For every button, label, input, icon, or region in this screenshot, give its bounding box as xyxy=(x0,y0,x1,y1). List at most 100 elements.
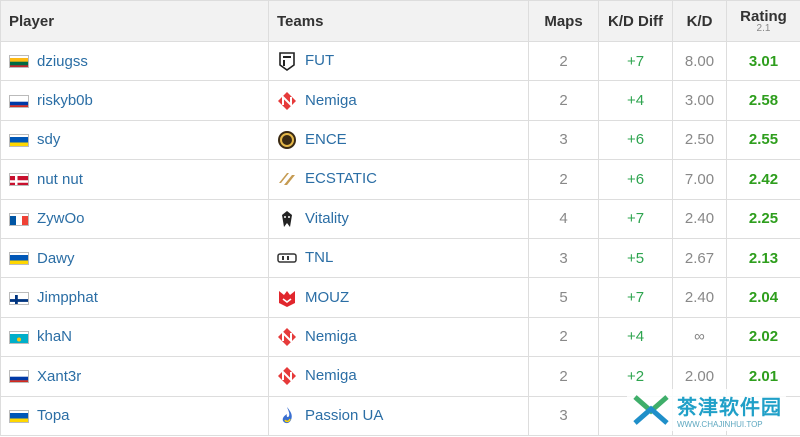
player-cell: Jimpphat xyxy=(0,277,269,318)
team-link[interactable]: Nemiga xyxy=(305,91,357,109)
table-row: riskyb0b Nemiga 2 +4 3.00 2.58 xyxy=(0,80,800,121)
kd-diff-cell: +6 xyxy=(598,159,673,200)
kd-cell: 7.00 xyxy=(672,159,727,200)
team-cell: MOUZ xyxy=(268,277,529,318)
kd-diff-cell: +7 xyxy=(598,40,673,82)
player-column-header[interactable]: Player xyxy=(0,0,269,42)
kazakhstan-flag-icon xyxy=(9,330,29,344)
table-row: sdy ENCE 3 +6 2.50 2.55 xyxy=(0,119,800,161)
table-row: khaN Nemiga 2 +4 ∞ 2.02 xyxy=(0,316,800,358)
player-link[interactable]: Dawy xyxy=(37,249,75,267)
team-link[interactable]: Passion UA xyxy=(305,406,384,424)
nemiga-logo-icon xyxy=(277,327,297,347)
kd-diff-cell: +4 xyxy=(598,80,673,121)
passion-ua-logo-icon xyxy=(277,406,297,426)
player-cell: Xant3r xyxy=(0,356,269,397)
maps-cell: 3 xyxy=(528,237,599,279)
team-link[interactable]: Vitality xyxy=(305,209,349,227)
player-link[interactable]: dziugss xyxy=(37,52,88,70)
finland-flag-icon xyxy=(9,291,29,305)
maps-cell: 3 xyxy=(528,119,599,161)
vitality-logo-icon xyxy=(277,209,297,229)
kd-cell: 2.40 xyxy=(672,198,727,239)
team-cell: TNL xyxy=(268,237,529,279)
tnl-logo-icon xyxy=(277,248,297,268)
maps-cell: 2 xyxy=(528,356,599,397)
maps-column-header[interactable]: Maps xyxy=(528,0,599,42)
rating-cell: 2.58 xyxy=(726,80,800,121)
maps-cell: 4 xyxy=(528,198,599,239)
nemiga-logo-icon xyxy=(277,366,297,386)
kd-diff-cell: +5 xyxy=(598,237,673,279)
rating-column-header[interactable]: Rating 2.1 xyxy=(726,0,800,42)
player-cell: ZywOo xyxy=(0,198,269,239)
player-cell: riskyb0b xyxy=(0,80,269,121)
kd-diff-column-header[interactable]: K/D Diff xyxy=(598,0,673,42)
player-cell: khaN xyxy=(0,316,269,358)
lithuania-flag-icon xyxy=(9,55,29,69)
team-cell: ENCE xyxy=(268,119,529,161)
team-link[interactable]: FUT xyxy=(305,52,335,70)
watermark: 茶津软件园 WWW.CHAJINHUI.TOP xyxy=(627,389,786,431)
ukraine-flag-icon xyxy=(9,409,29,423)
kd-cell: 8.00 xyxy=(672,40,727,82)
nemiga-logo-icon xyxy=(277,91,297,111)
watermark-url: WWW.CHAJINHUI.TOP xyxy=(677,420,763,429)
teams-column-header[interactable]: Teams xyxy=(268,0,529,42)
kd-diff-cell: +7 xyxy=(598,277,673,318)
ence-logo-icon xyxy=(277,130,297,150)
player-link[interactable]: ZywOo xyxy=(37,210,85,228)
team-cell: Nemiga xyxy=(268,316,529,358)
kd-column-header[interactable]: K/D xyxy=(672,0,727,42)
team-link[interactable]: Nemiga xyxy=(305,367,357,385)
rating-cell: 2.42 xyxy=(726,159,800,200)
team-link[interactable]: TNL xyxy=(305,249,334,267)
ukraine-flag-icon xyxy=(9,134,29,147)
player-link[interactable]: Jimpphat xyxy=(37,289,98,307)
team-link[interactable]: ENCE xyxy=(305,130,347,148)
player-link[interactable]: nut nut xyxy=(37,170,83,188)
kd-cell: 2.67 xyxy=(672,237,727,279)
denmark-flag-icon xyxy=(9,173,29,187)
watermark-title: 茶津软件园 xyxy=(677,397,782,419)
player-cell: dziugss xyxy=(0,40,269,82)
rating-cell: 3.01 xyxy=(726,40,800,82)
player-link[interactable]: khaN xyxy=(37,328,73,346)
team-link[interactable]: MOUZ xyxy=(305,288,350,306)
team-link[interactable]: ECSTATIC xyxy=(305,170,377,188)
maps-cell: 2 xyxy=(528,80,599,121)
rating-cell: 2.02 xyxy=(726,316,800,358)
rating-cell: 2.55 xyxy=(726,119,800,161)
maps-cell: 2 xyxy=(528,159,599,200)
team-cell: FUT xyxy=(268,40,529,82)
kd-cell: 2.40 xyxy=(672,277,727,318)
kd-diff-cell: +4 xyxy=(598,316,673,358)
russia-flag-icon xyxy=(9,370,29,384)
player-link[interactable]: Topa xyxy=(37,407,70,425)
player-cell: Topa xyxy=(0,395,269,436)
rating-version: 2.1 xyxy=(756,23,771,34)
team-link[interactable]: Nemiga xyxy=(305,327,357,345)
player-cell: Dawy xyxy=(0,237,269,279)
maps-cell: 5 xyxy=(528,277,599,318)
table-row: nut nut ECSTATIC 2 +6 7.00 2.42 xyxy=(0,159,800,200)
team-cell: ECSTATIC xyxy=(268,159,529,200)
header-row: Player Teams Maps K/D Diff K/D Rating 2.… xyxy=(0,0,800,42)
kd-diff-cell: +7 xyxy=(598,198,673,239)
maps-cell: 3 xyxy=(528,395,599,436)
kd-cell: 3.00 xyxy=(672,80,727,121)
maps-cell: 2 xyxy=(528,40,599,82)
team-cell: Vitality xyxy=(268,198,529,239)
team-cell: Nemiga xyxy=(268,80,529,121)
table-row: Jimpphat MOUZ 5 +7 2.40 2.04 xyxy=(0,277,800,318)
maps-cell: 2 xyxy=(528,316,599,358)
mouz-logo-icon xyxy=(277,288,297,308)
fut-logo-icon xyxy=(277,51,297,72)
player-link[interactable]: riskyb0b xyxy=(37,92,93,110)
kd-diff-cell: +6 xyxy=(598,119,673,161)
player-link[interactable]: sdy xyxy=(37,131,61,149)
ukraine-flag-icon xyxy=(9,252,29,266)
player-link[interactable]: Xant3r xyxy=(37,367,82,385)
rating-cell: 2.13 xyxy=(726,237,800,279)
